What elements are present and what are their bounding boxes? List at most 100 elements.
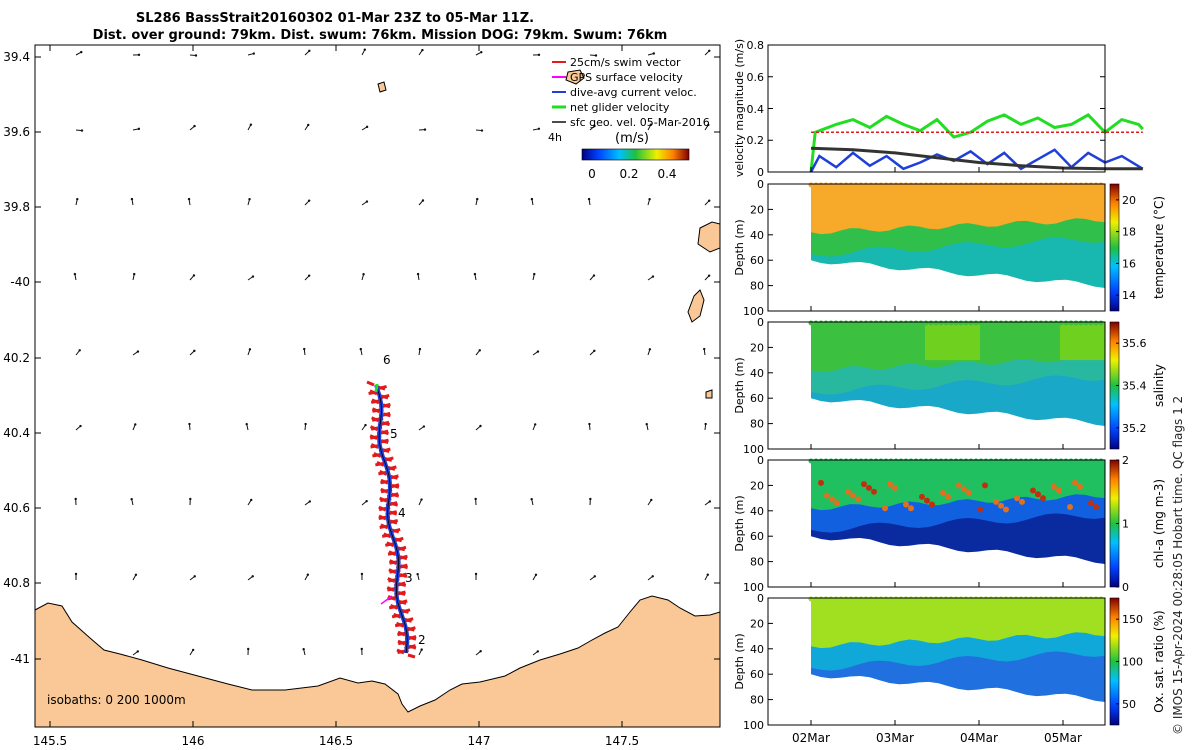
geo-vector-arrow <box>189 575 196 581</box>
section-y-tick-label: 100 <box>743 581 764 594</box>
surface-sample <box>993 182 999 188</box>
surface-sample <box>988 320 994 326</box>
surface-sample <box>948 596 954 602</box>
surface-sample <box>948 458 954 464</box>
surface-sample <box>1093 458 1099 464</box>
geo-vector-arrow <box>75 424 82 431</box>
surface-sample <box>1043 458 1049 464</box>
surface-sample <box>943 320 949 326</box>
geo-vector-arrow <box>587 197 591 206</box>
velocity-y-tick-0-4: 0.4 <box>747 103 765 116</box>
section-colorbar <box>1109 183 1120 312</box>
geo-vector-arrow <box>704 49 711 56</box>
surface-sample <box>1048 458 1054 464</box>
chl-sample-dot <box>1019 498 1025 505</box>
section-frame <box>767 459 1106 588</box>
section-y-tick-label: 80 <box>750 556 764 569</box>
geo-vector-arrow <box>73 272 77 281</box>
geo-vector-arrow <box>304 573 310 581</box>
surface-sample <box>928 182 934 188</box>
surface-sample <box>958 596 964 602</box>
geo-vector-arrow <box>474 572 478 581</box>
surface-sample <box>828 182 834 188</box>
chl-sample-dot <box>993 498 999 505</box>
surface-sample <box>833 320 839 326</box>
surface-sample <box>873 320 879 326</box>
geo-vector-arrow <box>474 497 477 506</box>
geo-vector-arrow <box>588 422 591 431</box>
surface-sample <box>1023 596 1029 602</box>
surface-sample <box>1068 320 1074 326</box>
surface-sample <box>913 320 919 326</box>
geo-vector-arrow <box>75 197 79 206</box>
surface-sample <box>953 320 959 326</box>
surface-sample <box>988 458 994 464</box>
surface-sample <box>1078 596 1084 602</box>
geo-vector-arrow <box>304 123 310 131</box>
surface-sample <box>978 458 984 464</box>
coastline-tasmania <box>35 595 720 727</box>
surface-sample <box>853 596 859 602</box>
surface-sample <box>953 458 959 464</box>
surface-sample <box>1078 458 1084 464</box>
geo-vector-arrow <box>416 272 420 281</box>
surface-sample <box>848 182 854 188</box>
chl-sample-dot <box>845 488 851 495</box>
surface-sample <box>903 320 909 326</box>
section-y-label: Depth (m) <box>733 219 746 275</box>
geo-vector-arrow <box>247 52 256 56</box>
surface-sample <box>913 182 919 188</box>
section-y-tick-label: 0 <box>757 316 764 329</box>
geo-vector-arrow <box>187 197 191 206</box>
geostrophic-vector-field <box>73 48 712 656</box>
geo-vector-arrow <box>189 497 192 506</box>
surface-sample <box>963 182 969 188</box>
surface-sample <box>973 596 979 602</box>
legend-label-sfc-geo: sfc geo. vel. 05-Mar-2016 <box>570 116 710 129</box>
isobaths-label: isobaths: 0 200 1000m <box>47 693 186 707</box>
surface-sample <box>1048 320 1054 326</box>
surface-sample <box>1078 182 1084 188</box>
surface-sample <box>823 458 829 464</box>
section-panel: 0 20 40 60 80 100 Depth (m) 50 100 150 Ox. sat. ra… <box>733 592 1166 732</box>
velocity-y-tick-0-2: 0.2 <box>747 134 765 147</box>
geo-vector-arrow <box>304 274 311 281</box>
surface-sample <box>838 458 844 464</box>
surface-sample <box>928 596 934 602</box>
surface-sample <box>903 596 909 602</box>
colorbar-tick-1: 0.2 <box>619 167 638 181</box>
surface-sample <box>1088 458 1094 464</box>
geo-vector-arrow <box>530 197 534 206</box>
section-y-tick-label: 40 <box>750 505 764 518</box>
island-north-east <box>697 221 720 253</box>
geo-vector-arrow <box>416 572 420 581</box>
geo-vector-arrow <box>132 573 138 581</box>
colorbar-tick-label: 1 <box>1122 518 1129 531</box>
geo-vector-arrow <box>247 575 254 581</box>
surface-sample <box>1063 320 1069 326</box>
surface-sample <box>1083 596 1089 602</box>
geo-vector-arrow <box>418 48 424 56</box>
surface-sample <box>1048 182 1054 188</box>
surface-sample <box>968 182 974 188</box>
section-y-tick-label: 60 <box>750 530 764 543</box>
geo-vector-arrow <box>532 272 536 281</box>
section-y-tick-label: 20 <box>750 341 764 354</box>
surface-sample <box>813 458 819 464</box>
surface-sample <box>1013 596 1019 602</box>
chl-sample-dot <box>1072 479 1078 486</box>
surface-sample <box>943 458 949 464</box>
map-axis-ticks <box>35 45 720 727</box>
surface-sample <box>1058 182 1064 188</box>
surface-sample <box>1013 458 1019 464</box>
chl-sample-dot <box>945 493 951 500</box>
surface-sample <box>868 182 874 188</box>
geo-vector-arrow <box>189 274 196 281</box>
surface-sample <box>903 458 909 464</box>
surface-sample <box>868 458 874 464</box>
surface-sample <box>1043 182 1049 188</box>
surface-sample <box>1018 458 1024 464</box>
geo-vector-arrow <box>647 348 652 356</box>
surface-sample <box>933 596 939 602</box>
chl-sample-dot <box>977 506 983 513</box>
